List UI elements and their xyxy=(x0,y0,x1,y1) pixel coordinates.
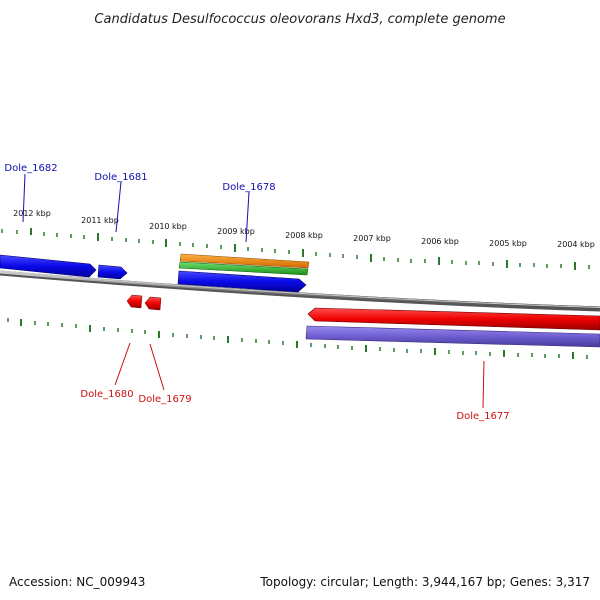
ruler-labels: 2012 kbp 2011 kbp 2010 kbp 2009 kbp 2008… xyxy=(13,209,595,249)
rna-gene-orange[interactable] xyxy=(179,253,310,269)
gene-arrow-dole-1681[interactable] xyxy=(97,264,128,280)
gene-label-dole-1680[interactable]: Dole_1680 xyxy=(80,389,133,400)
gene-label-dole-1677[interactable]: Dole_1677 xyxy=(456,411,509,422)
ruler-label: 2008 kbp xyxy=(285,231,323,240)
ruler-label: 2005 kbp xyxy=(489,239,527,248)
gene-bar-reverse-purple[interactable] xyxy=(305,325,600,348)
ruler-label: 2012 kbp xyxy=(13,209,51,218)
ruler-label: 2006 kbp xyxy=(421,237,459,246)
ruler-label: 2010 kbp xyxy=(149,222,187,231)
ruler-label: 2009 kbp xyxy=(217,227,255,236)
gene-arrow-dole-1677[interactable] xyxy=(307,307,600,331)
gene-arrow-dole-1680[interactable] xyxy=(126,294,143,309)
ruler-label: 2004 kbp xyxy=(557,240,595,249)
ruler-label: 2007 kbp xyxy=(353,234,391,243)
rna-gene-green[interactable] xyxy=(178,261,309,276)
forward-strand-genes xyxy=(0,253,310,293)
genome-summary-text: Topology: circular; Length: 3,944,167 bp… xyxy=(259,575,590,589)
reverse-strand-genes xyxy=(126,294,600,348)
genome-backbone xyxy=(0,270,600,312)
gene-label-leaders xyxy=(22,173,485,409)
lower-tick-ruler xyxy=(7,318,588,359)
accession-text: Accession: NC_009943 xyxy=(9,575,145,589)
gene-label-dole-1682[interactable]: Dole_1682 xyxy=(4,163,57,174)
gene-arrow-dole-1679[interactable] xyxy=(144,296,162,311)
gene-arrow-dole-1678[interactable] xyxy=(177,270,307,293)
ruler-label: 2011 kbp xyxy=(81,216,119,225)
gene-label-dole-1678[interactable]: Dole_1678 xyxy=(222,182,275,193)
gene-labels: Dole_1682 Dole_1681 Dole_1678 Dole_1680 … xyxy=(4,163,509,422)
gene-label-dole-1681[interactable]: Dole_1681 xyxy=(94,172,147,183)
gene-label-dole-1679[interactable]: Dole_1679 xyxy=(138,394,191,405)
gene-arrow-dole-1682[interactable] xyxy=(0,254,97,278)
genome-title: Candidatus Desulfococcus oleovorans Hxd3… xyxy=(94,12,505,27)
upper-tick-ruler xyxy=(1,228,590,270)
